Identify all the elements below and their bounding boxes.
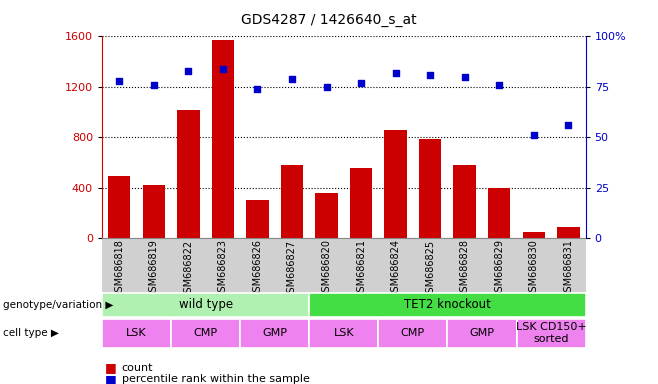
Text: GMP: GMP [263, 328, 287, 338]
Bar [522, 232, 545, 238]
Point [321, 84, 332, 90]
Text: CMP: CMP [401, 328, 425, 338]
Text: TET2 knockout: TET2 knockout [404, 298, 491, 311]
Point [425, 72, 436, 78]
Text: wild type: wild type [178, 298, 233, 311]
Point [494, 82, 505, 88]
Point [287, 76, 297, 82]
Bar [177, 109, 199, 238]
Text: cell type ▶: cell type ▶ [3, 328, 59, 338]
Text: percentile rank within the sample: percentile rank within the sample [122, 374, 310, 384]
Bar [350, 168, 372, 238]
Point [252, 86, 263, 92]
Point [528, 132, 539, 138]
Point [114, 78, 124, 84]
Text: ■: ■ [105, 373, 117, 384]
Text: ■: ■ [105, 361, 117, 374]
Point [149, 82, 159, 88]
Bar [281, 165, 303, 238]
Bar [108, 176, 130, 238]
Text: GMP: GMP [470, 328, 494, 338]
Text: LSK: LSK [334, 328, 354, 338]
Bar [557, 227, 580, 238]
Text: LSK CD150+
sorted: LSK CD150+ sorted [516, 322, 586, 344]
Bar [419, 139, 442, 238]
Point [356, 80, 367, 86]
Text: count: count [122, 363, 153, 373]
Point [390, 70, 401, 76]
Point [459, 74, 470, 80]
Bar [315, 194, 338, 238]
Text: GDS4287 / 1426640_s_at: GDS4287 / 1426640_s_at [241, 13, 417, 27]
Point [183, 68, 193, 74]
Bar [488, 188, 511, 238]
Bar [246, 200, 268, 238]
Bar [143, 185, 165, 238]
Bar [453, 165, 476, 238]
Point [218, 66, 228, 72]
Text: LSK: LSK [126, 328, 147, 338]
Bar [384, 130, 407, 238]
Text: genotype/variation ▶: genotype/variation ▶ [3, 300, 114, 310]
Point [563, 122, 574, 128]
Text: CMP: CMP [193, 328, 218, 338]
Bar [212, 40, 234, 238]
